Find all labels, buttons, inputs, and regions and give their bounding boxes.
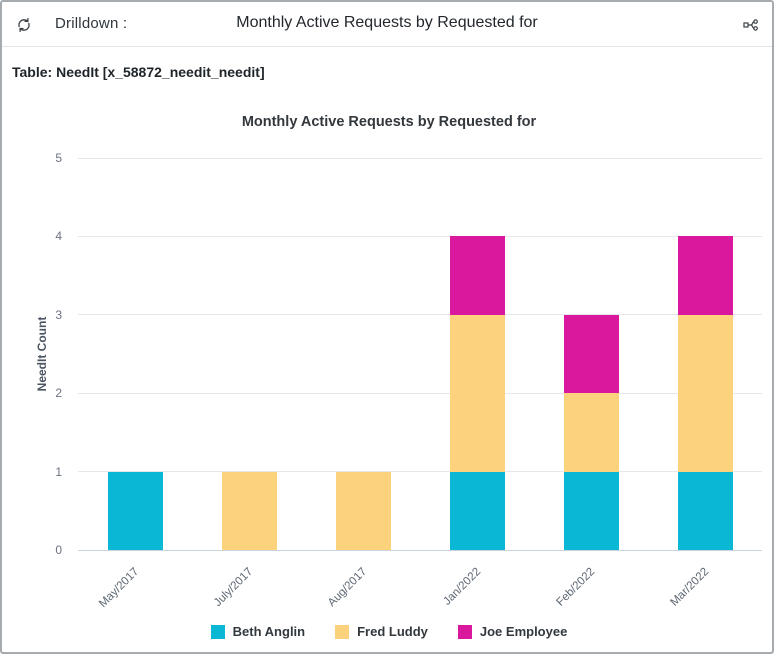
y-tick-label: 5 <box>55 151 62 165</box>
bar-segment-joe-employee-mar-2022[interactable] <box>677 236 733 315</box>
bar-segment-fred-luddy-feb-2022[interactable] <box>563 393 619 472</box>
gridline-y3 <box>78 314 762 316</box>
refresh-icon <box>15 16 33 34</box>
chart-legend: Beth Anglin Fred Luddy Joe Employee <box>2 624 772 639</box>
gridline-y5 <box>78 157 762 159</box>
y-tick-label: 0 <box>55 543 62 557</box>
legend-label: Fred Luddy <box>357 624 428 639</box>
y-tick-label: 2 <box>55 386 62 401</box>
hierarchy-icon <box>743 17 759 33</box>
gridline-y2 <box>78 392 762 394</box>
gridline-y0 <box>78 549 762 551</box>
bar-segment-fred-luddy-mar-2022[interactable] <box>677 314 733 472</box>
legend-item-joe-employee[interactable]: Joe Employee <box>457 624 568 639</box>
legend-label: Joe Employee <box>479 624 568 639</box>
bar-segment-beth-anglin-jan-2022[interactable] <box>449 471 505 550</box>
bar-segment-joe-employee-jan-2022[interactable] <box>449 236 505 315</box>
bar-segment-beth-anglin-mar-2022[interactable] <box>677 471 733 550</box>
legend-swatch <box>210 624 225 639</box>
bar-segment-beth-anglin-may-2017[interactable] <box>107 471 163 550</box>
x-axis-label: Jan/2022 <box>441 565 484 608</box>
x-axis-label: Aug/2017 <box>325 565 370 610</box>
bar-segment-fred-luddy-aug-2017[interactable] <box>335 471 391 550</box>
bar-segment-joe-employee-feb-2022[interactable] <box>563 314 619 394</box>
drilldown-label: Drilldown : <box>55 15 128 32</box>
legend-label: Beth Anglin <box>232 624 306 639</box>
y-tick-label: 3 <box>55 307 62 322</box>
bar-segment-beth-anglin-feb-2022[interactable] <box>563 471 619 550</box>
legend-swatch <box>335 624 350 639</box>
legend-item-fred-luddy[interactable]: Fred Luddy <box>335 624 428 639</box>
bar-segment-fred-luddy-jan-2022[interactable] <box>449 314 505 472</box>
bar-segment-fred-luddy-july-2017[interactable] <box>221 471 277 550</box>
x-axis-label: July/2017 <box>211 565 256 610</box>
legend-swatch <box>457 624 472 639</box>
y-axis-title: NeedIt Count <box>35 316 49 392</box>
gridline-y1 <box>78 471 762 473</box>
legend-item-beth-anglin[interactable]: Beth Anglin <box>210 624 306 639</box>
gridline-y4 <box>78 235 762 237</box>
x-axis-label: Mar/2022 <box>668 565 712 609</box>
refresh-button[interactable] <box>12 13 36 37</box>
chart-title: Monthly Active Requests by Requested for <box>241 114 537 130</box>
x-axis-label: Feb/2022 <box>554 565 598 609</box>
report-title: Monthly Active Requests by Requested for <box>236 14 538 31</box>
hierarchy-button[interactable] <box>740 14 762 36</box>
y-tick-label: 4 <box>55 229 62 244</box>
y-tick-label: 1 <box>55 464 62 479</box>
x-axis-label: May/2017 <box>97 565 142 610</box>
header-bar: Drilldown : Monthly Active Requests by R… <box>2 2 772 47</box>
table-info-label: Table: NeedIt [x_58872_needit_needit] <box>12 64 265 80</box>
